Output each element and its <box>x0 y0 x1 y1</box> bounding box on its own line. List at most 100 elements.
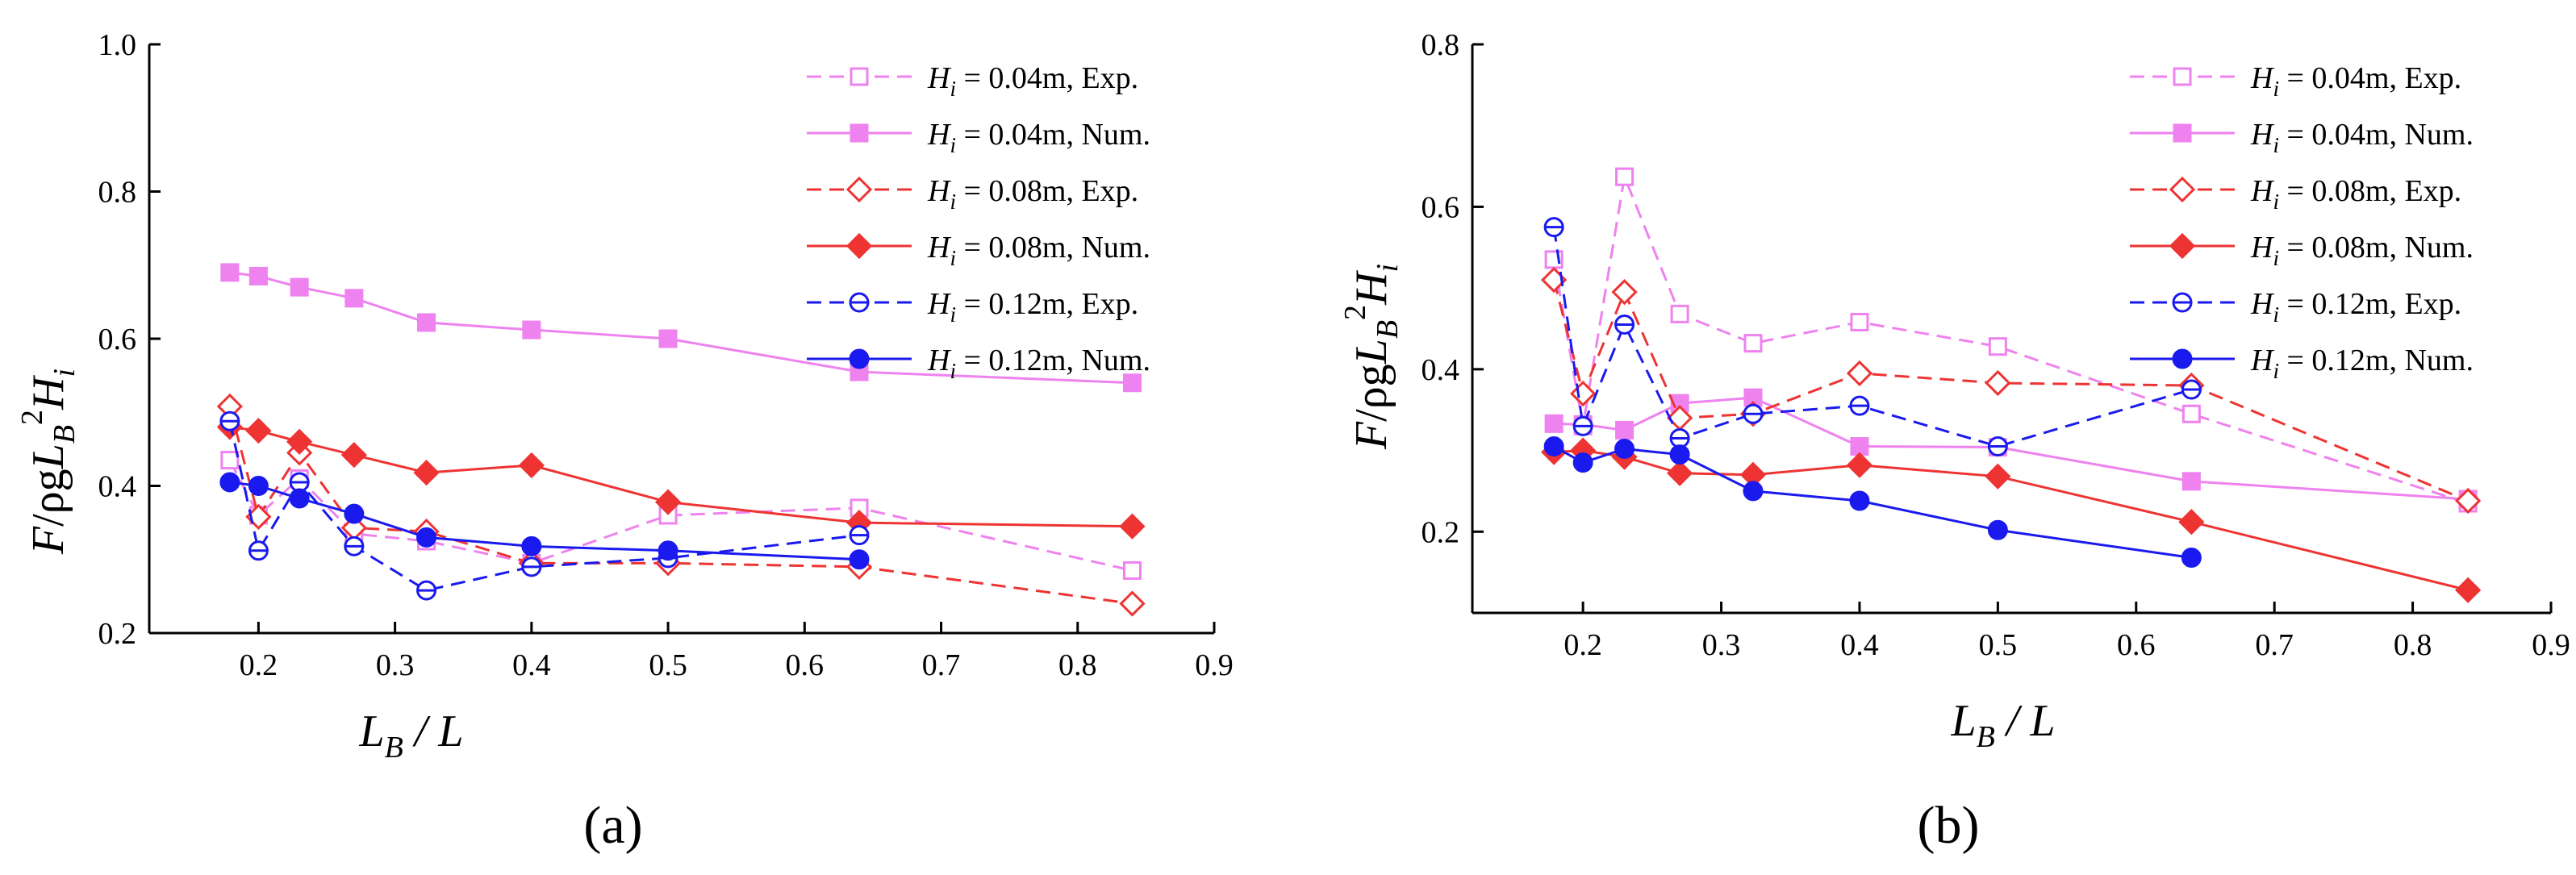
panel-b-x-tick-label: 0.5 <box>1979 628 2018 662</box>
legend-label: Hi = 0.04m, Num. <box>2250 118 2474 157</box>
panel-a-series-line <box>228 459 1133 572</box>
panel-a-series-5 <box>219 472 870 570</box>
panel-b-x-axis-label: LB / L <box>1950 696 2055 754</box>
panel-b-legend-entry: Hi = 0.04m, Num. <box>2130 118 2474 157</box>
panel-b-series <box>1541 167 2482 603</box>
panel-a-data-point <box>340 442 367 469</box>
panel-b-legend: Hi = 0.04m, Exp. Hi = 0.04m, Num. Hi = 0.0… <box>2130 61 2474 383</box>
legend-label: Hi = 0.08m, Exp. <box>2250 174 2461 214</box>
panel-a-data-point <box>219 472 240 493</box>
panel-b-data-point <box>2181 472 2201 491</box>
panel-a: 0.2 0.3 0.4 0.5 0.6 0.7 0.8 0.90.20.40.60.81.0 … <box>15 28 1234 855</box>
legend-marker <box>845 176 873 203</box>
panel-b-data-point <box>1669 444 1690 465</box>
panel-b-data-point <box>1615 167 1635 186</box>
panel-b-data-point <box>1850 312 1869 331</box>
panel-b-data-point <box>1846 452 1873 478</box>
legend-marker <box>2169 232 2196 260</box>
panel-b-data-point <box>1670 304 1689 323</box>
panel-b-y-tick-label: 0.4 <box>1422 353 1460 387</box>
panel-a-y-tick-label: 0.8 <box>98 176 137 210</box>
panel-b-data-point <box>2455 487 2482 515</box>
panel-a-y-tick-label: 1.0 <box>98 28 137 62</box>
panel-b-y-tick-label: 0.6 <box>1422 190 1460 224</box>
panel-b-x-tick-label: 0.8 <box>2394 628 2432 662</box>
panel-a-y-axis-label: F/ρgLB2Hi <box>15 369 81 555</box>
panel-a-data-point <box>220 263 240 282</box>
panel-a-data-point <box>1119 590 1146 617</box>
panel-a-x-tick-label: 0.3 <box>376 648 415 682</box>
panel-a-data-point <box>248 476 269 496</box>
panel-b-data-point <box>2178 509 2205 535</box>
panel-a-data-point <box>416 580 437 601</box>
panel-b-data-point <box>1850 437 1869 456</box>
panel-b-data-point <box>1987 436 2008 457</box>
legend-label: Hi = 0.08m, Exp. <box>927 174 1138 214</box>
panel-b-data-point <box>1572 452 1593 473</box>
panel-a-x-tick-label: 0.4 <box>512 648 551 682</box>
panel-b-series-4 <box>1543 217 2202 457</box>
legend-marker <box>850 123 869 143</box>
panel-b-series-line <box>1552 227 2192 448</box>
panel-a-data-point <box>344 289 364 308</box>
panel-a-data-point <box>344 503 365 524</box>
panel-b-data-point <box>1666 460 1693 486</box>
panel-b-data-point <box>1743 334 1763 353</box>
panel-a-legend-entry: Hi = 0.04m, Exp. <box>807 61 1138 101</box>
panel-b-data-point <box>2181 548 2202 569</box>
panel-b-y-tick-label: 0.8 <box>1422 28 1460 62</box>
legend-marker <box>845 232 873 260</box>
panel-a-data-point <box>658 329 678 348</box>
panel-b-x-tick-label: 0.4 <box>1840 628 1879 662</box>
legend-marker <box>2173 123 2192 143</box>
panel-a-legend: Hi = 0.04m, Exp. Hi = 0.04m, Num. Hi = 0.0… <box>807 61 1150 383</box>
panel-a-data-point <box>521 535 542 556</box>
legend-label: Hi = 0.12m, Exp. <box>2250 287 2461 327</box>
panel-a-x-tick-label: 0.7 <box>922 648 961 682</box>
panel-a-y-tick-label: 0.2 <box>98 617 137 651</box>
panel-b-x-tick-label: 0.7 <box>2255 628 2294 662</box>
panel-a-data-point <box>413 459 440 486</box>
legend-label: Hi = 0.08m, Num. <box>927 231 1150 270</box>
panel-a-data-point <box>245 417 272 444</box>
panel-a-data-point <box>289 488 310 509</box>
legend-marker <box>2172 348 2193 369</box>
panel-b-data-point <box>1614 314 1635 335</box>
legend-marker <box>2169 176 2196 203</box>
panel-b-legend-entry: Hi = 0.12m, Num. <box>2130 344 2474 383</box>
panel-a-data-point <box>654 489 682 515</box>
panel-b-legend-entry: Hi = 0.08m, Num. <box>2130 231 2474 270</box>
panel-a-x-tick-label: 0.6 <box>786 648 825 682</box>
panel-b-legend-entry: Hi = 0.08m, Exp. <box>2130 174 2461 214</box>
panel-b-data-point <box>2181 404 2201 423</box>
panel-a-data-point <box>220 451 240 470</box>
panel-b-x-tick-label: 0.3 <box>1702 628 1741 662</box>
panel-b-data-point <box>1544 414 1564 433</box>
panel-b-data-point <box>2181 379 2202 400</box>
legend-marker <box>849 292 870 313</box>
panel-b-data-point <box>1743 403 1764 424</box>
panel-a-data-point <box>416 527 437 548</box>
panel-a-data-point <box>344 535 365 556</box>
panel-b-data-point <box>1614 439 1635 460</box>
panel-b-y-axis-label: F/ρgLB2Hi <box>1338 264 1405 450</box>
panel-b-x-tick-label: 0.2 <box>1564 628 1602 662</box>
panel-b-data-point <box>1987 519 2008 540</box>
legend-label: Hi = 0.04m, Num. <box>927 118 1150 157</box>
panel-a-legend-entry: Hi = 0.08m, Exp. <box>807 174 1138 214</box>
panel-b-ticks: 0.2 0.3 0.4 0.5 0.6 0.7 0.8 0.9 0.2 0.4 0.6 0.8 <box>1422 28 2570 662</box>
panel-a-series <box>216 263 1146 617</box>
legend-marker <box>2173 67 2192 86</box>
panel-a-x-tick-label: 0.2 <box>240 648 278 682</box>
panel-b-series-line <box>1552 172 2469 505</box>
panel-b-data-point <box>1985 463 2011 490</box>
legend-label: Hi = 0.12m, Num. <box>927 344 1150 383</box>
panel-b-label: (b) <box>1918 796 1980 855</box>
panel-a-x-tick-label: 0.8 <box>1058 648 1097 682</box>
panel-a-x-tick-label: 0.9 <box>1195 648 1234 682</box>
panel-a-data-point <box>1122 373 1142 393</box>
panel-b-data-point <box>1611 279 1638 306</box>
panel-a-data-point <box>522 320 541 340</box>
panel-b-data-point <box>1543 436 1564 457</box>
